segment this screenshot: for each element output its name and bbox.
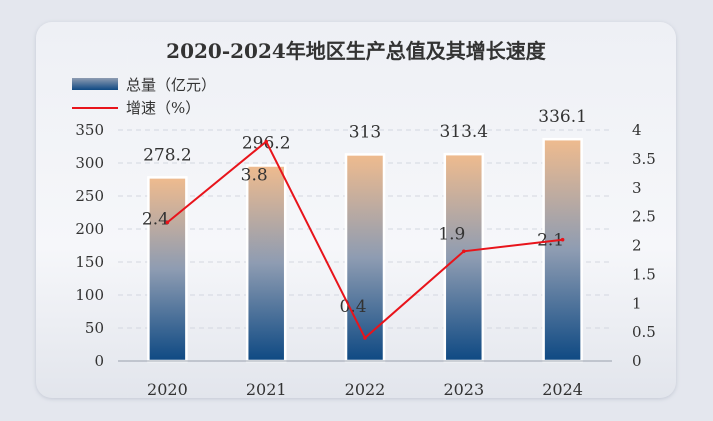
chart-title: 2020-2024年地区生产总值及其增长速度 (166, 39, 547, 63)
growth-point (165, 220, 170, 225)
legend-bar-label: 总量（亿元） (126, 76, 216, 94)
y-left-tick-label: 0 (94, 352, 104, 370)
y-left-tick-label: 250 (75, 187, 104, 205)
legend-line-label: 增速（%） (126, 99, 200, 117)
growth-value-label: 1.9 (438, 224, 465, 244)
growth-point (363, 336, 367, 340)
line-series (165, 139, 565, 340)
y-right-tick-label: 4 (632, 121, 642, 139)
x-tick-label: 2023 (443, 380, 484, 399)
y-right-tick-label: 3.5 (632, 150, 656, 168)
bar-value-label: 278.2 (143, 145, 192, 165)
x-tick-label: 2024 (542, 380, 583, 399)
bar-value-label: 313 (349, 122, 381, 142)
y-axis-right: 0 0.5 1 1.5 2 2.5 3 3.5 4 (632, 121, 656, 370)
x-tick-label: 2021 (246, 380, 287, 399)
growth-value-label: 2.4 (142, 209, 169, 229)
y-right-tick-label: 0.5 (632, 323, 656, 341)
y-axis-left: 0 50 100 150 200 250 300 350 (75, 121, 104, 370)
x-tick-label: 2022 (345, 380, 386, 399)
x-tick-label: 2020 (147, 380, 188, 399)
y-left-tick-label: 200 (75, 220, 104, 238)
growth-point (560, 237, 565, 242)
legend: 总量（亿元） 增速（%） (72, 76, 216, 117)
y-left-tick-label: 150 (75, 253, 104, 271)
y-right-tick-label: 2 (632, 237, 642, 255)
y-left-tick-label: 300 (75, 154, 104, 172)
bar (542, 137, 583, 363)
y-left-tick-label: 50 (85, 319, 104, 337)
bar (147, 176, 188, 363)
line-data-labels: 2.43.80.41.9 2.1 (142, 166, 564, 317)
y-right-tick-label: 1 (632, 294, 642, 312)
x-axis: 2020 2021 2022 2023 2024 (118, 360, 612, 399)
bar-value-label: 313.4 (439, 122, 488, 142)
y-right-tick-label: 0 (632, 352, 642, 370)
bar-value-label: 336.1 (538, 107, 587, 127)
bar-series (147, 137, 583, 363)
growth-point (462, 249, 466, 254)
bar (443, 152, 485, 363)
y-left-tick-label: 100 (75, 286, 104, 304)
legend-bar-swatch (72, 78, 118, 90)
bar (245, 164, 287, 363)
bar (344, 153, 386, 363)
y-left-tick-label: 350 (75, 121, 104, 139)
growth-value-label: 3.8 (241, 166, 268, 186)
y-right-tick-label: 1.5 (632, 265, 656, 283)
y-right-tick-label: 2.5 (632, 208, 656, 226)
growth-point (264, 139, 269, 144)
y-right-tick-label: 3 (632, 179, 642, 197)
